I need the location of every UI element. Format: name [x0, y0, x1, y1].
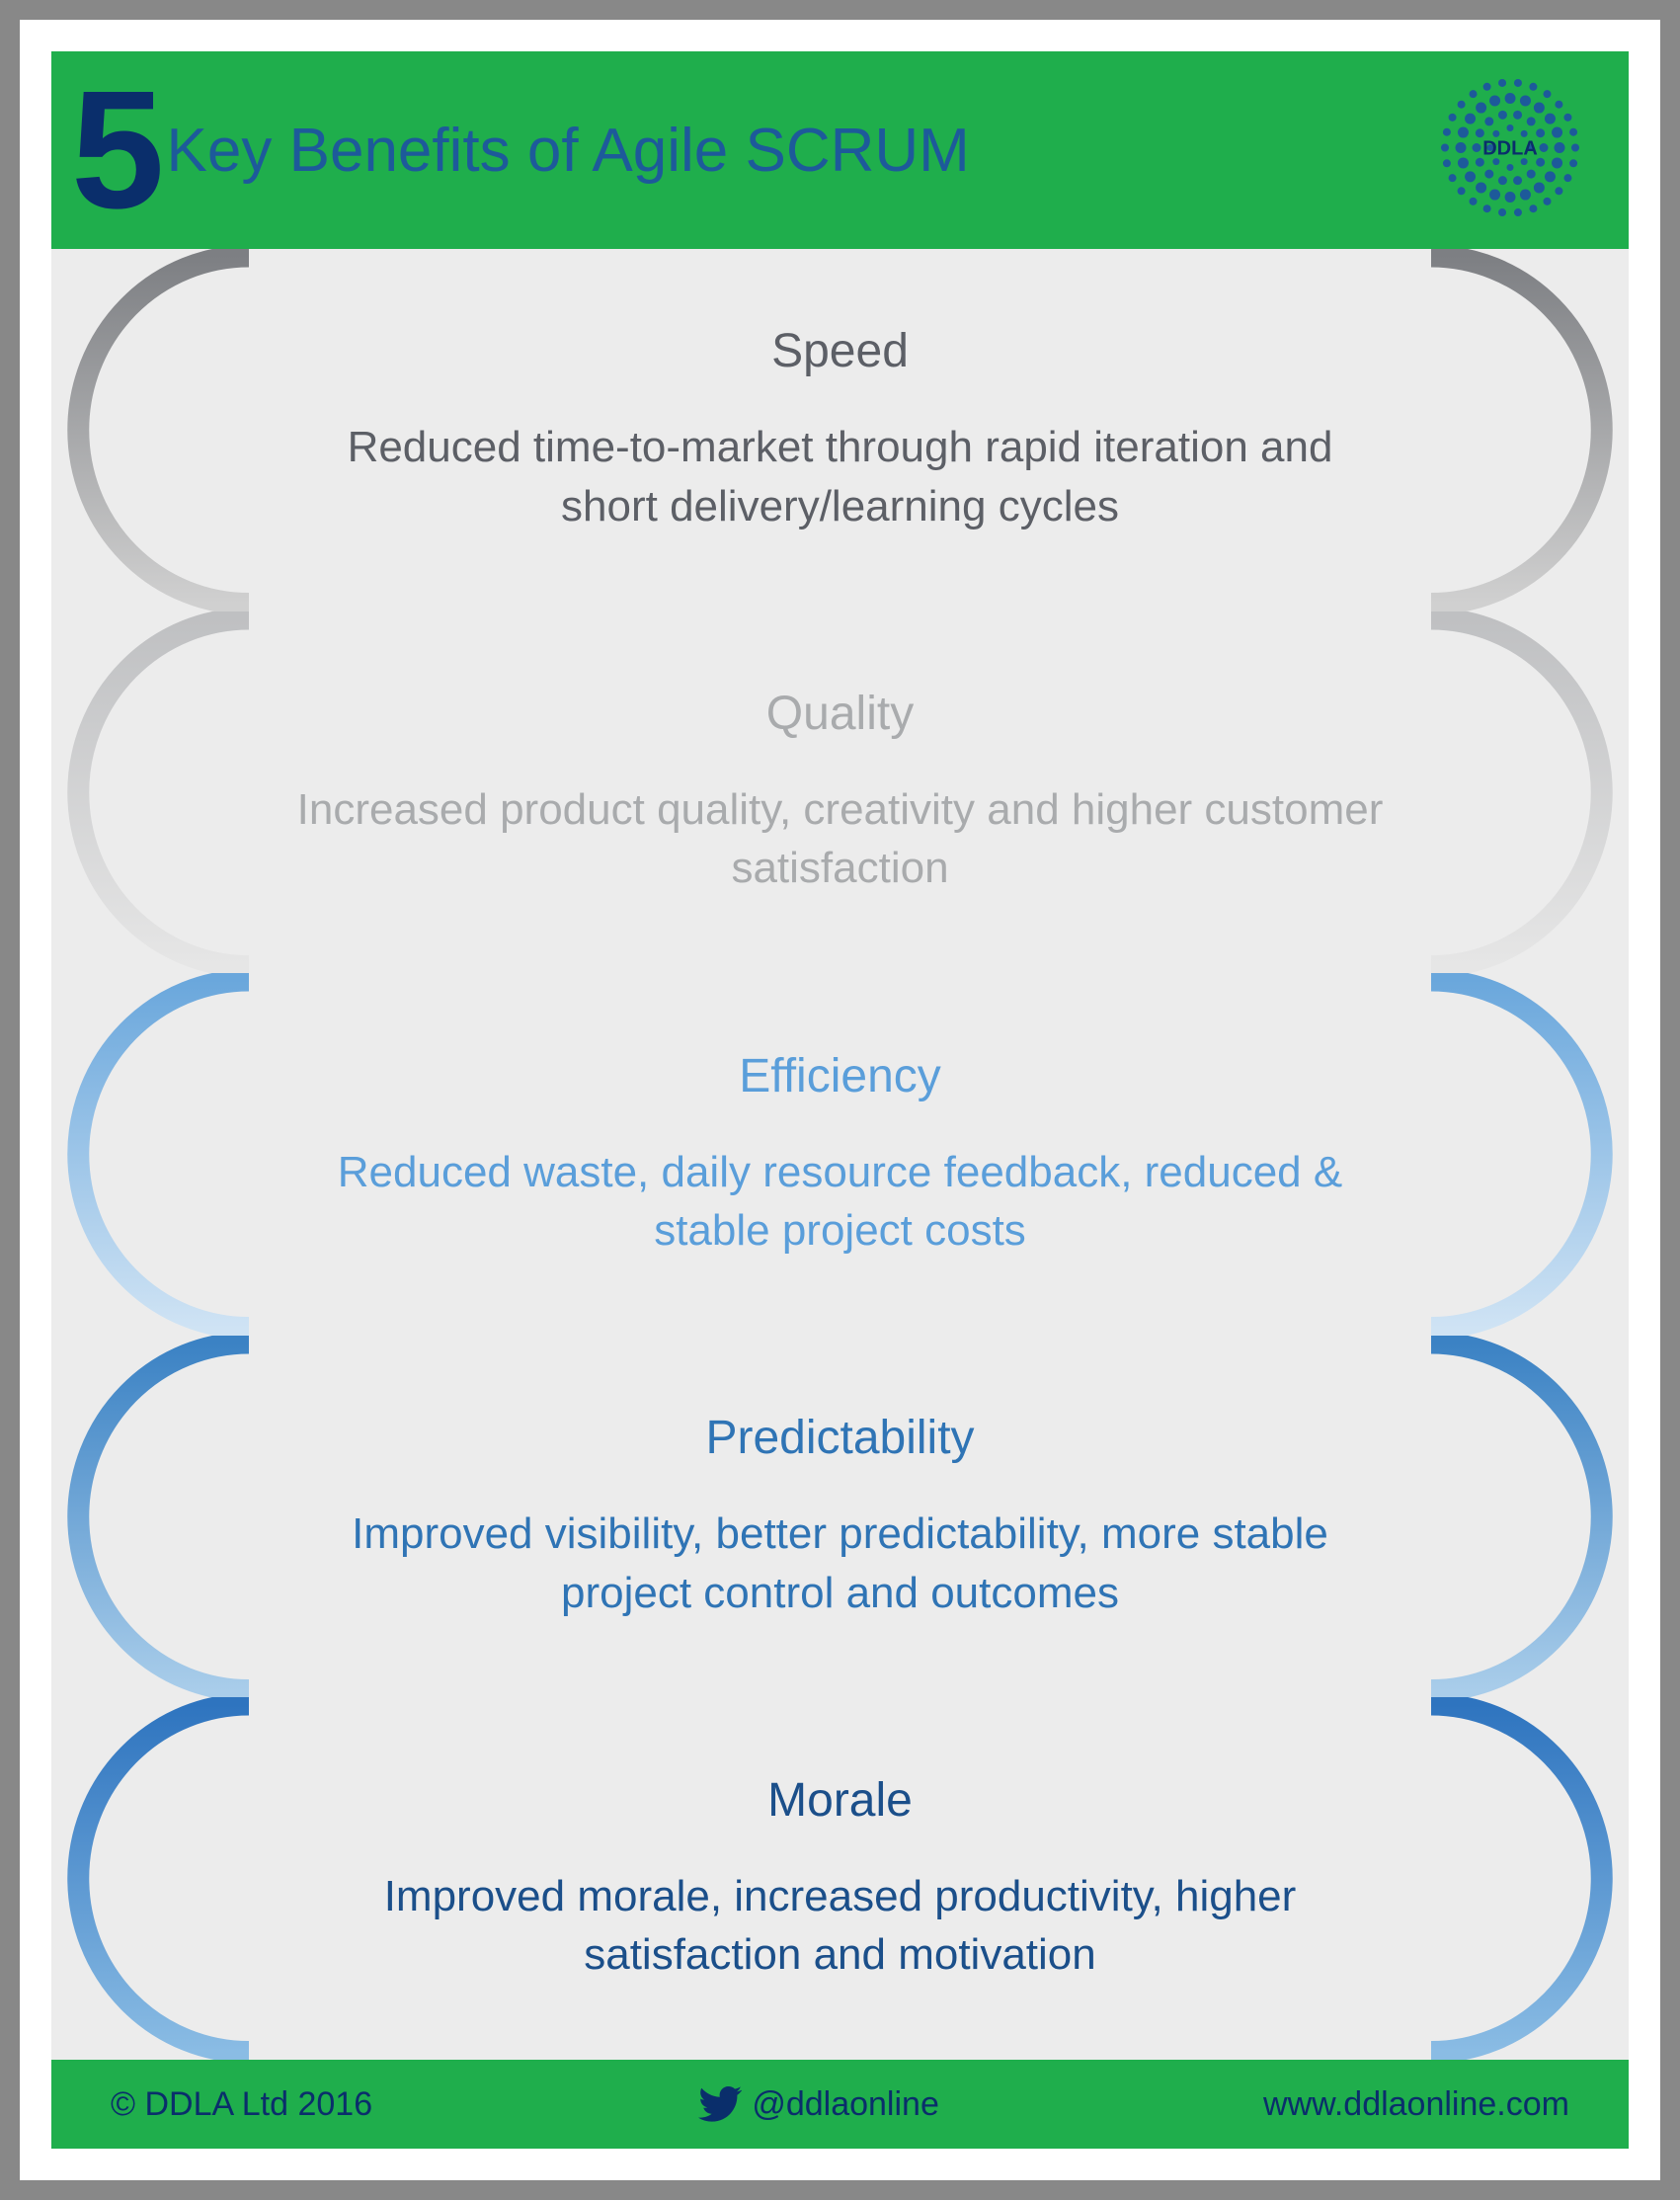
benefit-title: Morale	[767, 1773, 913, 1828]
bracket-left-icon	[51, 1336, 249, 1698]
benefit-desc: Increased product quality, creativity an…	[297, 780, 1384, 898]
twitter-icon	[696, 2080, 744, 2128]
bracket-right-icon	[1431, 611, 1629, 974]
benefits-list: Speed Reduced time-to-market through rapi…	[51, 249, 1629, 2060]
website-url: www.ddlaonline.com	[1263, 2085, 1569, 2124]
bracket-left-icon	[51, 611, 249, 974]
page: 5 Key Benefits of Agile SCRUM DDLA Speed…	[20, 20, 1660, 2180]
benefit-row: Morale Improved morale, increased product…	[51, 1697, 1629, 2060]
benefit-title: Speed	[771, 324, 909, 378]
benefit-title: Quality	[766, 687, 914, 741]
bracket-right-icon	[1431, 1697, 1629, 2060]
footer: © DDLA Ltd 2016 @ddlaonline www.ddlaonli…	[51, 2060, 1629, 2149]
benefit-row: Predictability Improved visibility, bette…	[51, 1336, 1629, 1698]
bracket-right-icon	[1431, 973, 1629, 1336]
bracket-left-icon	[51, 249, 249, 611]
benefit-row: Efficiency Reduced waste, daily resource …	[51, 973, 1629, 1336]
logo-text: DDLA	[1482, 138, 1538, 160]
header-number: 5	[71, 66, 157, 234]
handle-text: @ddlaonline	[752, 2085, 939, 2124]
header: 5 Key Benefits of Agile SCRUM DDLA	[51, 51, 1629, 249]
benefit-title: Predictability	[705, 1411, 974, 1465]
bracket-right-icon	[1431, 1336, 1629, 1698]
logo: DDLA	[1431, 69, 1589, 232]
bracket-right-icon	[1431, 249, 1629, 611]
benefit-desc: Improved visibility, better predictabili…	[297, 1505, 1384, 1622]
benefit-row: Quality Increased product quality, creati…	[51, 611, 1629, 974]
copyright-text: © DDLA Ltd 2016	[111, 2085, 372, 2124]
benefit-title: Efficiency	[739, 1049, 941, 1103]
logo-icon: DDLA	[1431, 69, 1589, 227]
benefit-desc: Improved morale, increased productivity,…	[297, 1867, 1384, 1985]
header-title: Key Benefits of Agile SCRUM	[167, 116, 970, 186]
bracket-left-icon	[51, 973, 249, 1336]
social-handle: @ddlaonline	[696, 2080, 939, 2128]
bracket-left-icon	[51, 1697, 249, 2060]
benefit-row: Speed Reduced time-to-market through rapi…	[51, 249, 1629, 611]
benefit-desc: Reduced waste, daily resource feedback, …	[297, 1143, 1384, 1261]
benefit-desc: Reduced time-to-market through rapid ite…	[297, 418, 1384, 535]
page-inner: 5 Key Benefits of Agile SCRUM DDLA Speed…	[51, 51, 1629, 2149]
